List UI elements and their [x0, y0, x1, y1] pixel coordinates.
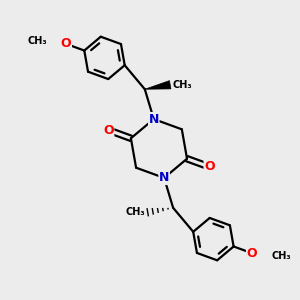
Text: N: N	[159, 171, 169, 184]
Text: CH₃: CH₃	[172, 80, 192, 90]
Text: N: N	[148, 112, 159, 126]
Text: O: O	[247, 247, 257, 260]
Text: O: O	[204, 160, 215, 173]
Text: O: O	[61, 38, 71, 50]
Text: CH₃: CH₃	[271, 251, 291, 261]
Polygon shape	[145, 81, 171, 89]
Text: O: O	[103, 124, 114, 136]
Text: CH₃: CH₃	[27, 36, 46, 46]
Text: CH₃: CH₃	[126, 207, 145, 217]
